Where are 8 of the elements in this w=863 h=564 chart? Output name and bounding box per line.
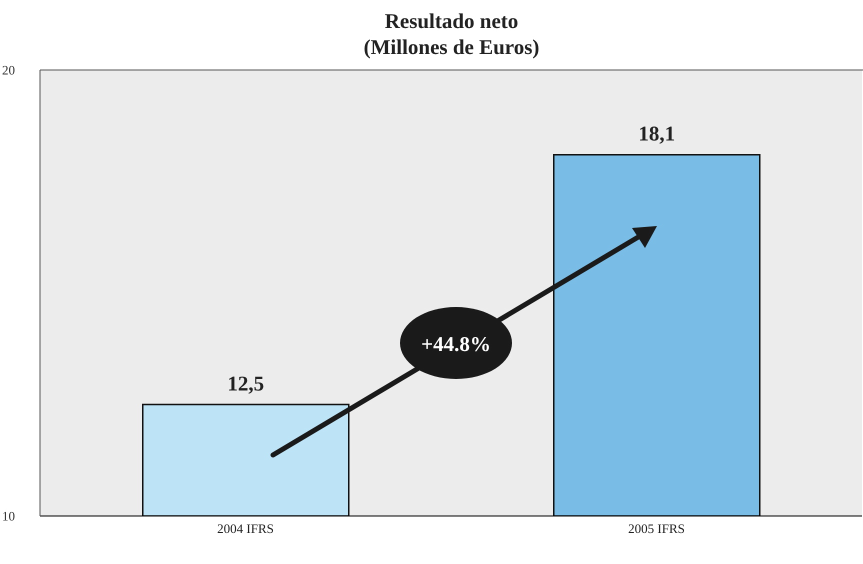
annotation: +44.8%	[421, 332, 491, 356]
data-label: 18,1	[638, 122, 676, 146]
chart-title: Resultado neto (Millones de Euros)	[362, 8, 540, 60]
y-tick-label: 10	[2, 508, 15, 524]
y-tick-label: 20	[2, 62, 15, 78]
data-label: 12,5	[227, 372, 264, 396]
x-tick-label: 2005 IFRS	[628, 521, 685, 536]
x-tick-label: 2004 IFRS	[217, 521, 274, 536]
